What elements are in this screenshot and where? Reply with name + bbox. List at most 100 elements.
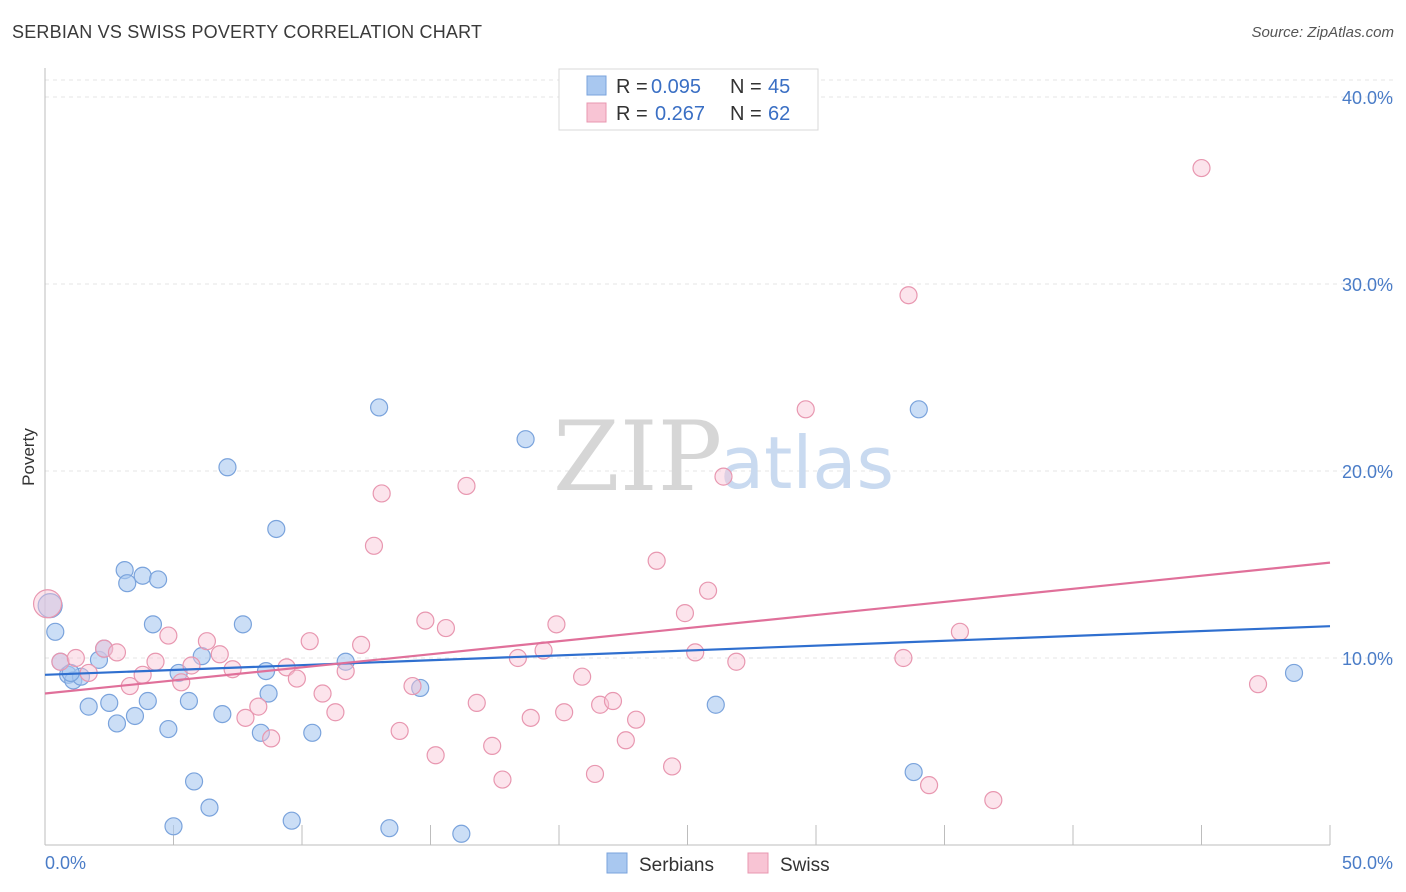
point-swiss	[698, 581, 718, 600]
point-serbians	[100, 693, 119, 712]
point-swiss	[133, 665, 152, 684]
point-swiss	[390, 721, 409, 741]
legend-n-value: 45	[768, 76, 790, 98]
point-serbians	[213, 704, 232, 724]
point-swiss	[626, 710, 646, 729]
point-serbians	[452, 824, 471, 843]
point-swiss	[146, 652, 165, 671]
point-swiss	[547, 615, 566, 634]
point-swiss	[727, 652, 746, 671]
point-serbians	[909, 400, 928, 419]
point-swiss	[236, 708, 255, 727]
legend-r-label: R =	[616, 76, 648, 98]
tick-labels: 10.0% 20.0% 30.0% 40.0% 0.0% 50.0%	[45, 88, 1393, 873]
data-points	[32, 158, 1304, 843]
y-tick-label: 40.0%	[1342, 88, 1393, 108]
point-swiss	[287, 669, 306, 688]
bottom-legend-swatch-serbians	[606, 852, 628, 874]
point-serbians	[125, 706, 145, 726]
point-swiss	[662, 757, 682, 776]
legend-n-value: 62	[768, 103, 790, 125]
point-swiss	[262, 729, 281, 748]
point-serbians	[251, 723, 270, 742]
point-swiss	[372, 484, 391, 503]
point-serbians	[79, 697, 98, 716]
point-swiss	[647, 551, 666, 570]
legend: R = 0.095 N = 45 R = 0.267 N = 62	[558, 68, 819, 131]
point-serbians	[118, 574, 137, 593]
point-swiss	[364, 536, 384, 555]
y-tick-label: 30.0%	[1342, 275, 1393, 295]
point-serbians	[179, 691, 199, 711]
point-swiss	[483, 736, 502, 755]
chart-title: SERBIAN VS SWISS POVERTY CORRELATION CHA…	[12, 22, 483, 42]
point-serbians	[516, 430, 535, 449]
point-swiss	[555, 703, 574, 722]
bottom-legend-label-swiss: Swiss	[780, 855, 830, 876]
point-swiss	[326, 703, 345, 722]
point-serbians	[164, 817, 183, 836]
point-serbians	[184, 772, 204, 791]
point-serbians	[370, 398, 389, 417]
legend-r-value: 0.267	[655, 103, 705, 125]
point-swiss	[899, 286, 918, 305]
point-swiss	[950, 622, 970, 641]
point-swiss	[585, 764, 605, 784]
bottom-legend-swatch-swiss	[747, 852, 769, 874]
legend-swatch-serbians	[586, 75, 607, 96]
point-swiss	[796, 400, 815, 419]
point-serbians	[233, 615, 252, 634]
point-serbians	[148, 570, 168, 589]
point-swiss	[467, 693, 486, 712]
point-swiss	[714, 467, 733, 486]
legend-n-label: N =	[730, 76, 762, 98]
point-serbians	[138, 691, 157, 711]
point-swiss	[616, 731, 635, 750]
trend-lines	[44, 561, 1331, 695]
point-swiss	[1248, 675, 1268, 694]
point-swiss	[300, 632, 319, 651]
point-serbians	[259, 684, 278, 703]
point-serbians	[133, 566, 152, 585]
point-swiss	[686, 643, 705, 662]
point-swiss	[426, 746, 445, 765]
point-swiss	[352, 635, 371, 655]
point-swiss	[172, 673, 191, 692]
gridlines	[45, 79, 1395, 659]
point-serbians	[159, 719, 178, 739]
point-swiss	[573, 667, 592, 686]
watermark-zip: ZIP	[553, 401, 722, 513]
point-serbians	[303, 723, 322, 742]
point-swiss	[493, 770, 512, 789]
point-swiss	[403, 676, 422, 696]
point-serbians	[46, 622, 65, 641]
point-swiss	[603, 691, 623, 711]
point-swiss	[457, 476, 476, 496]
source-label: Source: ZipAtlas.com	[1251, 24, 1394, 41]
bottom-legend-label-serbians: Serbians	[639, 855, 714, 876]
point-swiss	[197, 632, 217, 651]
point-swiss	[313, 684, 332, 703]
point-swiss	[51, 652, 70, 671]
point-swiss	[336, 661, 355, 681]
x-tick-label: 0.0%	[45, 853, 86, 873]
point-swiss	[32, 589, 63, 619]
watermark-atlas: atlas	[720, 421, 894, 505]
point-swiss	[107, 643, 127, 662]
trend-line-serbians	[44, 625, 1331, 676]
point-serbians	[200, 798, 219, 817]
legend-r-label: R =	[616, 103, 648, 125]
legend-swatch-swiss	[586, 102, 607, 123]
point-swiss	[675, 604, 695, 623]
watermark: ZIP atlas	[553, 401, 894, 513]
point-swiss	[416, 611, 435, 630]
point-swiss	[894, 648, 913, 668]
point-serbians	[107, 714, 127, 733]
x-tick-label: 50.0%	[1342, 853, 1393, 873]
point-serbians	[267, 519, 286, 539]
point-swiss	[1192, 158, 1211, 178]
point-swiss	[249, 697, 268, 716]
point-serbians	[706, 695, 725, 714]
y-tick-label: 10.0%	[1342, 649, 1393, 669]
